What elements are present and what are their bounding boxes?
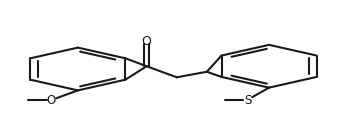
Text: O: O (142, 35, 152, 48)
Text: O: O (47, 94, 56, 107)
Text: S: S (244, 94, 251, 107)
